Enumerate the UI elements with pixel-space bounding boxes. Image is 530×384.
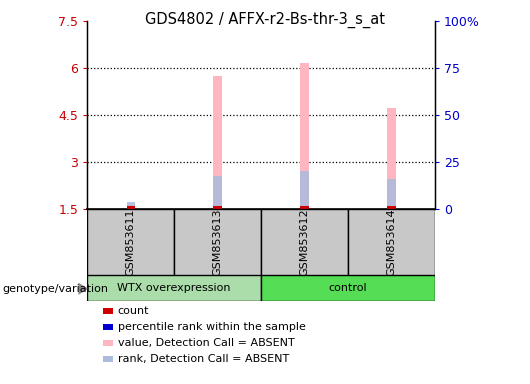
Text: percentile rank within the sample: percentile rank within the sample (118, 322, 305, 332)
Text: control: control (329, 283, 367, 293)
Bar (127, 202, 135, 209)
Bar (174, 209, 261, 275)
Bar (261, 275, 435, 301)
Bar (127, 204, 135, 209)
Bar (213, 76, 222, 209)
Bar (348, 209, 435, 275)
Bar (213, 176, 222, 209)
Bar (300, 63, 309, 209)
Text: genotype/variation: genotype/variation (3, 284, 109, 294)
Bar (87, 275, 261, 301)
Text: value, Detection Call = ABSENT: value, Detection Call = ABSENT (118, 338, 294, 348)
Text: count: count (118, 306, 149, 316)
Bar (213, 206, 222, 209)
Text: GSM853614: GSM853614 (386, 208, 396, 276)
Text: GSM853611: GSM853611 (126, 208, 136, 276)
Bar (127, 206, 135, 209)
Text: WTX overexpression: WTX overexpression (118, 283, 231, 293)
Bar (87, 209, 174, 275)
Bar (300, 171, 309, 209)
Bar (387, 206, 395, 209)
Polygon shape (78, 283, 88, 295)
Text: GSM853612: GSM853612 (299, 208, 310, 276)
Bar (261, 209, 348, 275)
Bar (300, 206, 309, 209)
Bar (387, 179, 395, 209)
Text: GSM853613: GSM853613 (213, 208, 223, 276)
Text: GDS4802 / AFFX-r2-Bs-thr-3_s_at: GDS4802 / AFFX-r2-Bs-thr-3_s_at (145, 12, 385, 28)
Text: rank, Detection Call = ABSENT: rank, Detection Call = ABSENT (118, 354, 289, 364)
Bar (387, 108, 395, 209)
